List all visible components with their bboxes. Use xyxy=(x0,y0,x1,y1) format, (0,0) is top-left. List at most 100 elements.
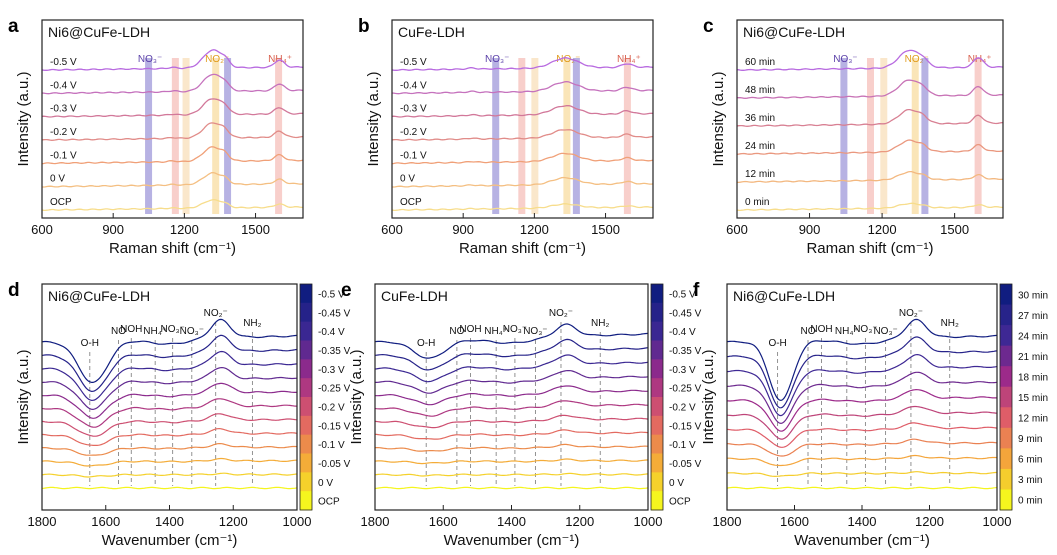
colorbar-label: -0.35 V xyxy=(669,346,702,357)
band-label: NO₃⁻ xyxy=(833,54,857,65)
colorbar-cell xyxy=(1000,489,1012,511)
series-label: -0.5 V xyxy=(400,57,427,68)
colorbar-frame xyxy=(999,283,1013,511)
annotation-label: NO xyxy=(801,326,816,337)
colorbar-cell xyxy=(1000,366,1012,388)
annotation-label: O-H xyxy=(417,338,435,349)
panel-c: NO₃⁻ NO₂⁻ NH₄⁺ 0 min 12 min 24 min 36 min 48 mi… xyxy=(703,16,1004,257)
band-highlight xyxy=(623,58,631,214)
colorbar-label: -0.15 V xyxy=(669,421,702,432)
colorbar-cell xyxy=(300,472,312,492)
x-axis-label: Wavenumber (cm⁻¹) xyxy=(794,532,930,549)
spectrum-line xyxy=(374,354,649,383)
colorbar-label: -0.2 V xyxy=(669,402,696,413)
spectrum-line xyxy=(736,108,1004,127)
band-highlight xyxy=(182,58,190,214)
spectrum-line xyxy=(41,318,298,383)
band-highlight xyxy=(531,58,539,214)
spectrum-line xyxy=(41,98,304,118)
colorbar-cell xyxy=(1000,427,1012,449)
x-tick-label: 1200 xyxy=(868,222,897,237)
panel-title: Ni6@CuFe-LDH xyxy=(733,288,835,304)
colorbar-label: 3 min xyxy=(1018,475,1042,486)
band-highlight xyxy=(145,58,153,214)
spectrum-line xyxy=(736,170,1004,184)
panel-title: CuFe-LDH xyxy=(398,24,465,40)
spectrum-line xyxy=(41,73,304,95)
colorbar-label: 0 V xyxy=(669,478,684,489)
annotation-label: NO₃⁻ xyxy=(523,326,547,337)
spectrum-line xyxy=(726,371,998,425)
x-tick-label: 1200 xyxy=(520,222,549,237)
x-tick-label: 900 xyxy=(102,222,124,237)
colorbar-label: -0.3 V xyxy=(669,365,696,376)
annotation-label: O-H xyxy=(768,338,786,349)
colorbar-cell xyxy=(651,359,663,379)
annotation-label: NO₃⁻ xyxy=(503,324,527,335)
colorbar-cell xyxy=(651,434,663,454)
colorbar-label: -0.15 V xyxy=(318,421,351,432)
panel-letter: b xyxy=(358,16,370,37)
band-highlight xyxy=(840,58,848,214)
axes-frame xyxy=(41,19,304,219)
colorbar-cell xyxy=(300,491,312,511)
colorbar-cell xyxy=(1000,407,1012,429)
band-highlight xyxy=(911,58,919,214)
spectrum-line xyxy=(726,486,998,490)
spectrum-line xyxy=(727,454,998,467)
annotation-label: NO₃⁻ xyxy=(180,326,204,337)
y-axis-label: Intensity (a.u.) xyxy=(365,71,382,166)
series-label: 0 min xyxy=(745,197,769,208)
colorbar-label: 15 min xyxy=(1018,393,1048,404)
annotation-label: NH₄⁺ xyxy=(835,326,859,337)
colorbar-cell xyxy=(300,453,312,473)
series-label: 60 min xyxy=(745,57,775,68)
colorbar-label: -0.05 V xyxy=(318,459,351,470)
colorbar-label: 9 min xyxy=(1018,434,1042,445)
x-tick-label: 1200 xyxy=(915,514,944,529)
spectrum-line xyxy=(726,422,998,448)
colorbar-cell xyxy=(651,284,663,304)
colorbar-cell xyxy=(651,415,663,436)
colorbar-label: -0.4 V xyxy=(669,327,696,338)
x-axis-label: Raman shift (cm⁻¹) xyxy=(109,240,236,257)
colorbar-label: OCP xyxy=(669,497,691,508)
colorbar-cell xyxy=(300,340,312,360)
x-axis-label: Wavenumber (cm⁻¹) xyxy=(444,532,580,549)
spectrum-line xyxy=(41,198,304,212)
spectrum-line xyxy=(391,152,654,165)
x-tick-label: 600 xyxy=(381,222,403,237)
colorbar-label: 30 min xyxy=(1018,290,1048,301)
colorbar-label: -0.1 V xyxy=(669,440,696,451)
x-tick-label: 1600 xyxy=(91,514,120,529)
colorbar-cell xyxy=(1000,468,1012,490)
colorbar-cell xyxy=(1000,448,1012,470)
band-highlight xyxy=(212,58,220,214)
colorbar-cell xyxy=(651,453,663,473)
y-axis-label: Intensity (a.u.) xyxy=(348,349,365,444)
spectrum-line xyxy=(41,122,304,141)
spectrum-line xyxy=(392,176,654,188)
spectrum-line xyxy=(726,471,997,478)
band-highlight xyxy=(171,58,179,214)
panel-b: NO₃⁻ NO₂⁻ NH₄⁺ OCP 0 V -0.1 V -0.2 V -0.3 V -0.4… xyxy=(358,16,654,257)
annotation-label: NO₂⁻ xyxy=(899,308,923,319)
spectrum-line xyxy=(374,472,649,477)
band-highlight xyxy=(518,58,526,214)
band-highlight xyxy=(921,58,929,214)
band-label: NO₃⁻ xyxy=(485,54,509,65)
band-highlight xyxy=(224,58,232,214)
colorbar-label: 18 min xyxy=(1018,372,1048,383)
annotation-label: NO xyxy=(111,326,126,337)
colorbar-label: -0.25 V xyxy=(318,384,351,395)
spectrum-line xyxy=(41,49,304,71)
y-axis-label: Intensity (a.u.) xyxy=(15,71,32,166)
x-tick-label: 1400 xyxy=(848,514,877,529)
x-tick-label: 600 xyxy=(31,222,53,237)
spectrum-line xyxy=(41,472,298,478)
colorbar-cell xyxy=(1000,386,1012,408)
spectrum-line xyxy=(726,353,998,417)
spectrum-line xyxy=(374,338,649,371)
y-axis-label: Intensity (a.u.) xyxy=(15,349,32,444)
